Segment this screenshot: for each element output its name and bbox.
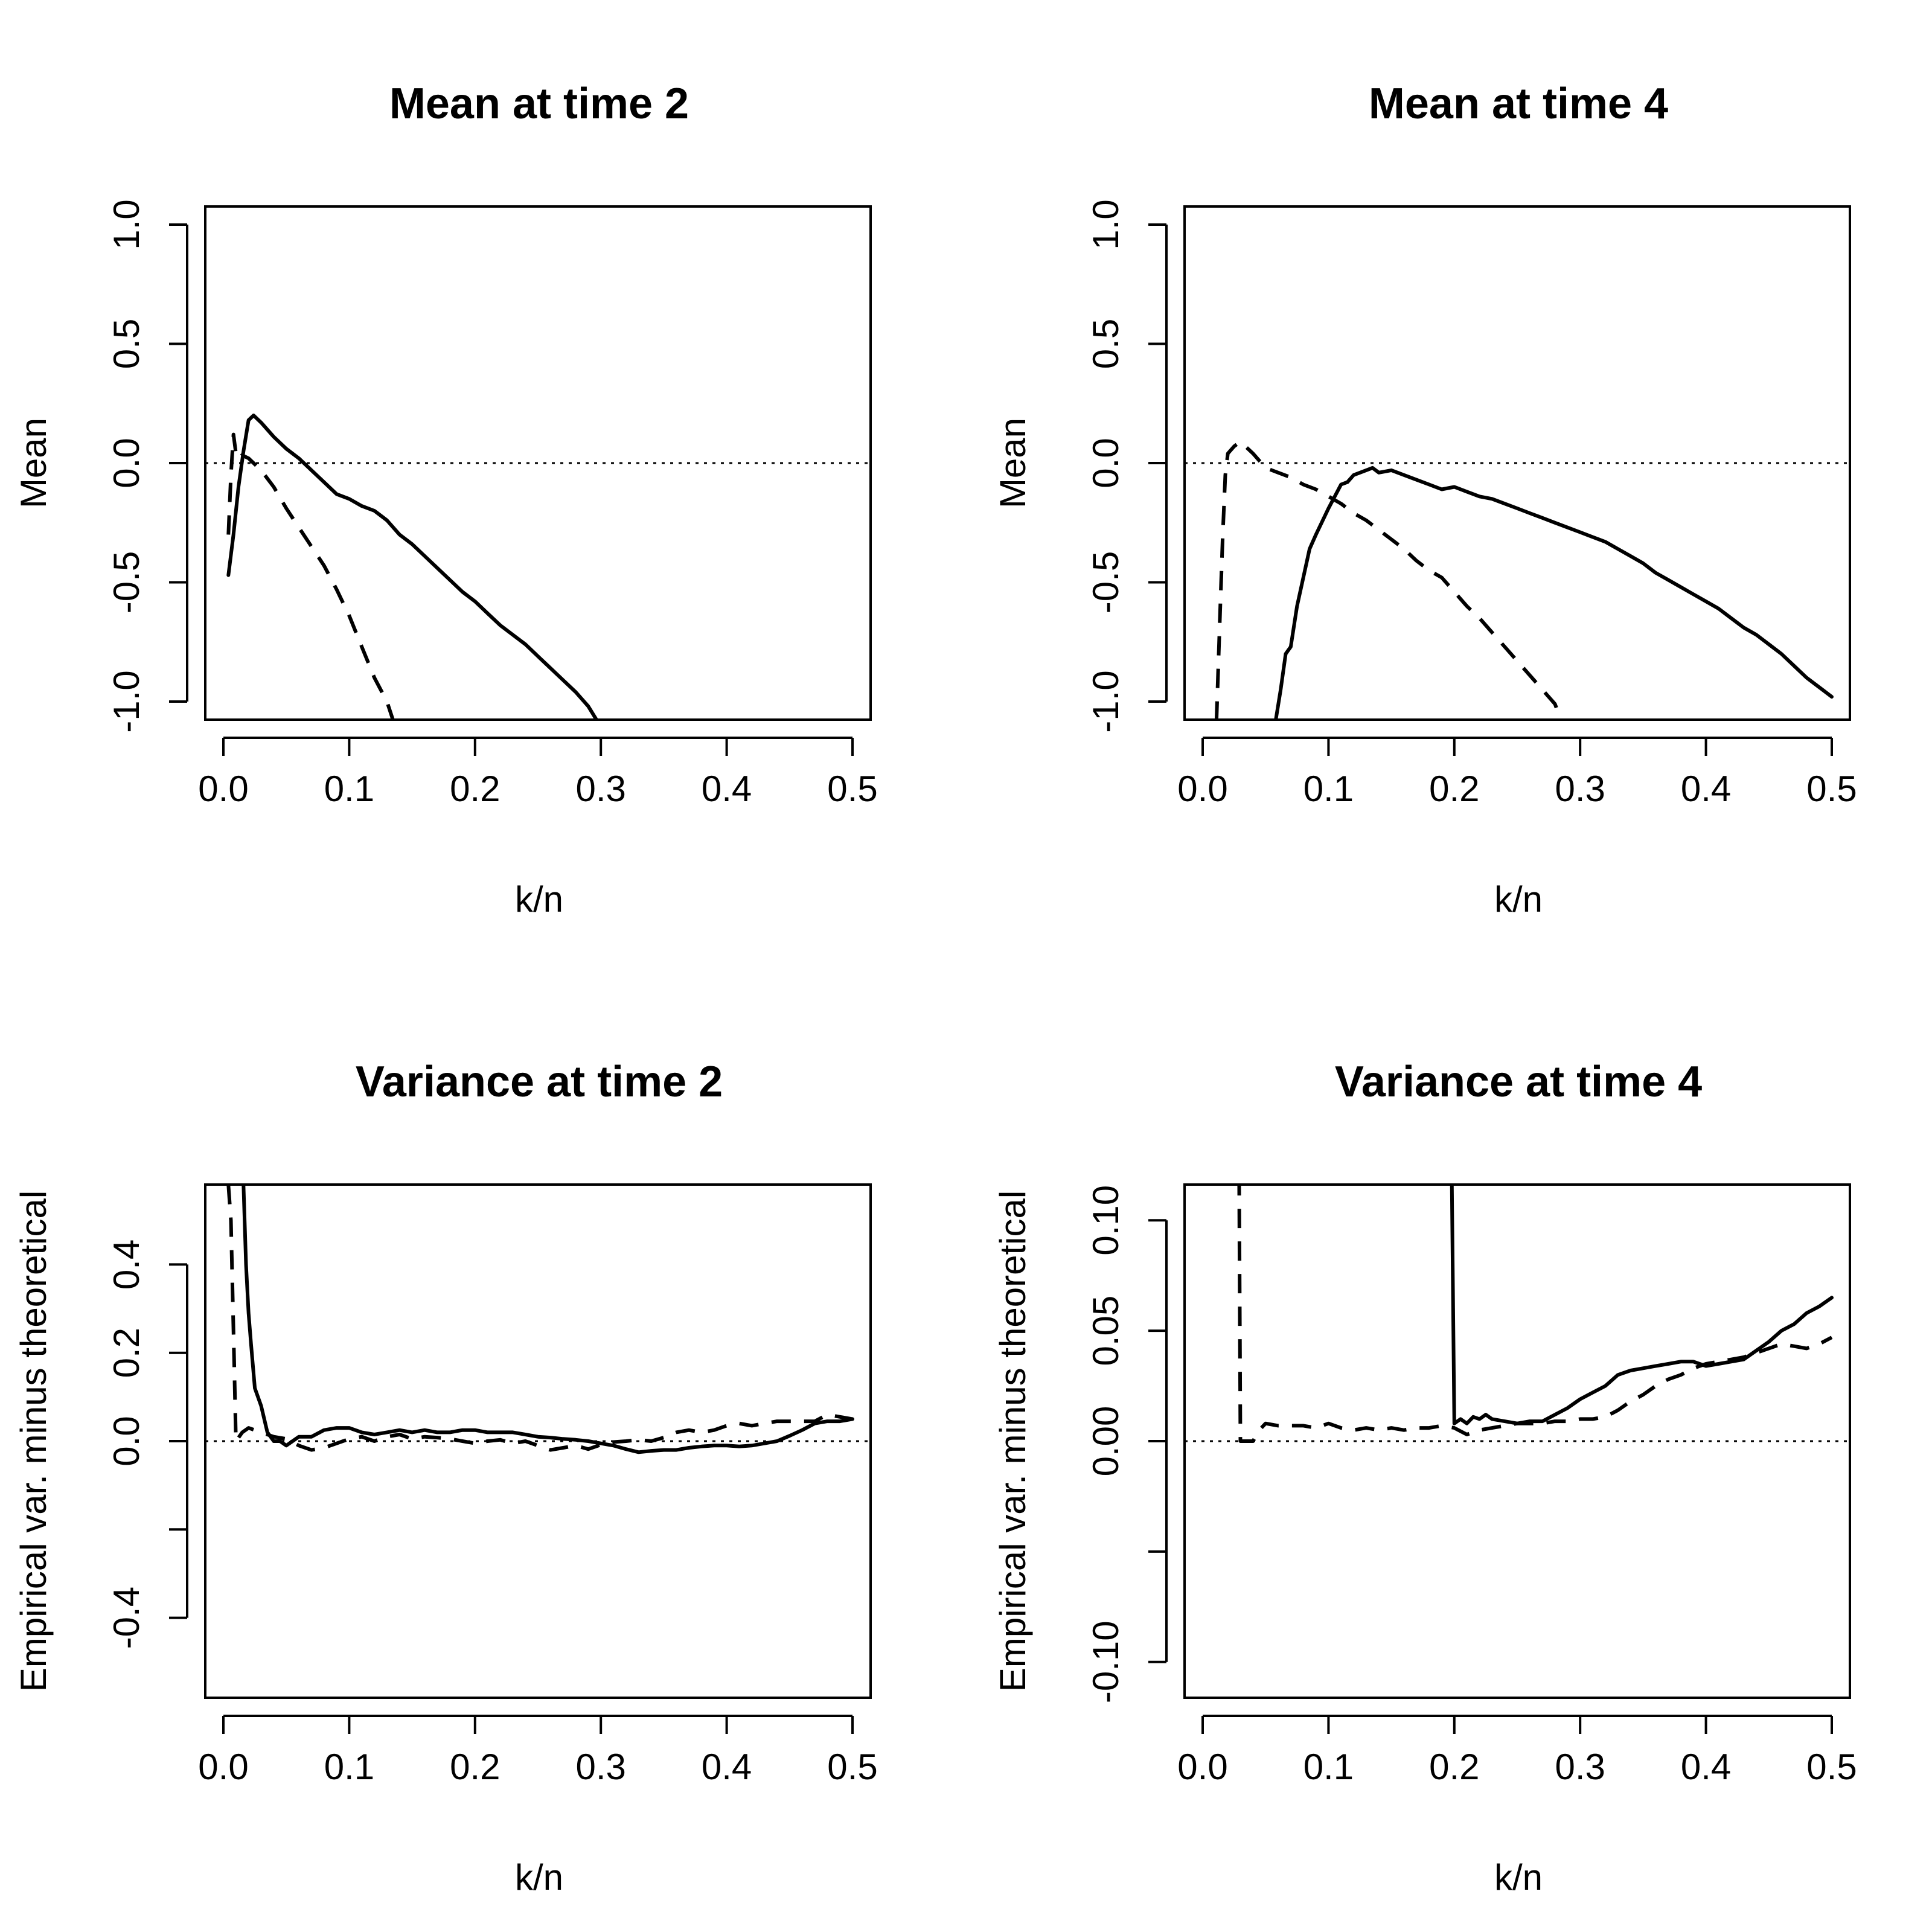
y-axis: -0.10 0.00 0.05 0.10 bbox=[1086, 1185, 1168, 1703]
x-tick-label: 0.0 bbox=[198, 1747, 248, 1787]
x-tick-label: 0.2 bbox=[1429, 769, 1479, 809]
x-tick-label: 0.5 bbox=[827, 769, 877, 809]
x-tick-label: 0.1 bbox=[324, 769, 374, 809]
x-axis-label: k/n bbox=[1494, 879, 1543, 920]
y-tick-label: 1.0 bbox=[1086, 199, 1126, 249]
y-tick-label: -0.5 bbox=[1086, 551, 1126, 613]
y-axis-label: Mean bbox=[13, 418, 54, 508]
x-tick-label: 0.4 bbox=[1681, 769, 1731, 809]
panel-title: Variance at time 4 bbox=[1335, 1058, 1702, 1106]
series-dashed-line bbox=[226, 432, 395, 720]
x-axis: 0.0 0.1 0.2 0.3 0.4 0.5 bbox=[1177, 1715, 1857, 1787]
y-axis-label: Mean bbox=[993, 418, 1033, 508]
panel-mean-time-2: Mean at time 2 k/n Mean 0.0 0.1 0.2 0.3 0.4 0… bbox=[13, 80, 878, 920]
panel-title: Variance at time 2 bbox=[356, 1058, 723, 1106]
x-tick-label: 0.4 bbox=[702, 769, 752, 809]
panel-title: Mean at time 2 bbox=[389, 80, 689, 128]
x-axis-label: k/n bbox=[515, 1857, 563, 1898]
x-axis: 0.0 0.1 0.2 0.3 0.4 0.5 bbox=[1177, 737, 1857, 809]
panel-mean-time-4: Mean at time 4 k/n Mean 0.0 0.1 0.2 0.3 0.4 0… bbox=[993, 80, 1857, 920]
y-tick-label: -0.4 bbox=[106, 1587, 147, 1649]
y-tick-label: 0.0 bbox=[106, 1416, 147, 1466]
x-tick-label: 0.3 bbox=[575, 769, 625, 809]
x-axis: 0.0 0.1 0.2 0.3 0.4 0.5 bbox=[198, 737, 878, 809]
y-tick-label: -1.0 bbox=[106, 670, 147, 732]
x-tick-label: 0.5 bbox=[1806, 1747, 1857, 1787]
x-tick-label: 0.1 bbox=[1303, 769, 1354, 809]
y-tick-label: 0.5 bbox=[106, 319, 147, 369]
x-tick-label: 0.0 bbox=[198, 769, 248, 809]
y-tick-label: -0.5 bbox=[106, 551, 147, 613]
x-tick-label: 0.5 bbox=[827, 1747, 877, 1787]
series-group bbox=[1237, 1185, 1834, 1443]
x-tick-label: 0.2 bbox=[450, 769, 500, 809]
x-tick-label: 0.0 bbox=[1177, 1747, 1227, 1787]
x-axis-label: k/n bbox=[1494, 1857, 1543, 1898]
series-solid-line bbox=[242, 1185, 854, 1454]
series-group bbox=[226, 1185, 854, 1454]
y-axis: -1.0 -0.5 0.0 0.5 1.0 bbox=[1086, 199, 1168, 733]
panel-variance-time-4: Variance at time 4 k/n Empirical var. mi… bbox=[993, 1058, 1857, 1898]
x-axis-label: k/n bbox=[515, 879, 563, 920]
x-tick-label: 0.3 bbox=[1555, 769, 1605, 809]
y-axis-label: Empirical var. minus theoretical bbox=[993, 1191, 1033, 1692]
y-tick-label: 0.0 bbox=[106, 438, 147, 488]
x-tick-label: 0.1 bbox=[1303, 1747, 1354, 1787]
x-tick-label: 0.3 bbox=[1555, 1747, 1605, 1787]
y-tick-label: -1.0 bbox=[1086, 670, 1126, 732]
series-dashed-line bbox=[1237, 1185, 1833, 1443]
y-tick-label: 0.2 bbox=[106, 1328, 147, 1378]
x-tick-label: 0.1 bbox=[324, 1747, 374, 1787]
series-solid-line bbox=[226, 414, 599, 720]
x-tick-label: 0.2 bbox=[450, 1747, 500, 1787]
y-tick-label: 0.0 bbox=[1086, 438, 1126, 488]
y-tick-label: 1.0 bbox=[106, 199, 147, 249]
y-axis: -0.4 0.0 0.2 0.4 bbox=[106, 1239, 188, 1649]
y-tick-label: 0.10 bbox=[1086, 1185, 1126, 1256]
series-solid-line bbox=[1450, 1185, 1834, 1425]
x-tick-label: 0.4 bbox=[702, 1747, 752, 1787]
series-dashed-line bbox=[1214, 440, 1563, 720]
x-tick-label: 0.5 bbox=[1806, 769, 1857, 809]
x-tick-label: 0.4 bbox=[1681, 1747, 1731, 1787]
panel-variance-time-2: Variance at time 2 k/n Empirical var. mi… bbox=[13, 1058, 878, 1898]
y-axis-label: Empirical var. minus theoretical bbox=[13, 1191, 54, 1692]
x-tick-label: 0.3 bbox=[575, 1747, 625, 1787]
x-tick-label: 0.2 bbox=[1429, 1747, 1479, 1787]
series-dashed-line bbox=[226, 1185, 853, 1452]
y-tick-label: 0.5 bbox=[1086, 319, 1126, 369]
y-tick-label: 0.00 bbox=[1086, 1406, 1126, 1477]
y-axis: -1.0 -0.5 0.0 0.5 1.0 bbox=[106, 199, 188, 733]
series-group bbox=[226, 414, 599, 720]
x-tick-label: 0.0 bbox=[1177, 769, 1227, 809]
y-tick-label: 0.05 bbox=[1086, 1296, 1126, 1366]
panel-title: Mean at time 4 bbox=[1369, 80, 1668, 128]
x-axis: 0.0 0.1 0.2 0.3 0.4 0.5 bbox=[198, 1715, 878, 1787]
series-group bbox=[1214, 440, 1834, 720]
y-tick-label: 0.4 bbox=[106, 1239, 147, 1290]
y-tick-label: -0.10 bbox=[1086, 1620, 1126, 1703]
series-solid-line bbox=[1274, 465, 1834, 720]
